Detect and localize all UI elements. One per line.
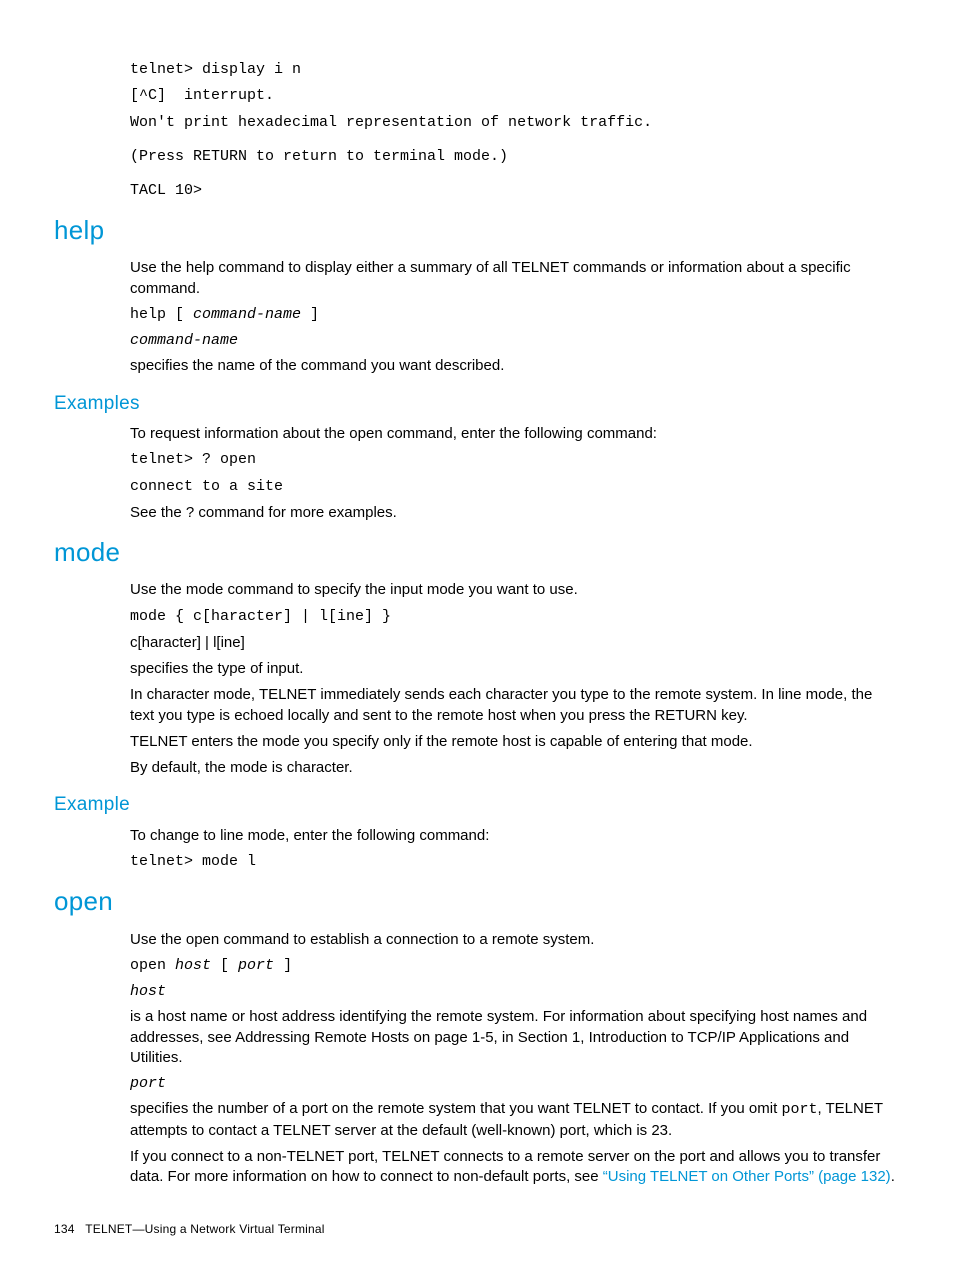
open-host-desc: is a host name or host address identifyi…: [130, 1007, 900, 1068]
code-line: (Press RETURN to return to terminal mode…: [130, 147, 900, 167]
syntax-param: host: [175, 957, 211, 974]
examples-intro: To request information about the open co…: [130, 424, 900, 444]
syntax-text: open: [130, 957, 175, 974]
syntax-text: help [: [130, 306, 193, 323]
page-footer: 134 TELNET—Using a Network Virtual Termi…: [54, 1221, 325, 1237]
page-number: 134: [54, 1222, 75, 1236]
help-param-desc: specifies the name of the command you wa…: [130, 356, 900, 376]
open-nontelnet-note: If you connect to a non-TELNET port, TEL…: [130, 1147, 900, 1188]
examples-seealso: See the ? command for more examples.: [130, 503, 900, 523]
open-port-desc: specifies the number of a port on the re…: [130, 1099, 900, 1141]
help-examples-heading: Examples: [54, 391, 900, 417]
open-syntax: open host [ port ]: [130, 956, 900, 976]
mode-syntax: mode { c[haracter] | l[ine] }: [130, 607, 900, 627]
open-heading: open: [54, 884, 900, 919]
mode-example-heading: Example: [54, 792, 900, 818]
open-host-label: host: [130, 982, 900, 1002]
help-heading: help: [54, 213, 900, 248]
port-desc-pre: specifies the number of a port on the re…: [130, 1100, 781, 1117]
code-line: telnet> display i n: [130, 60, 900, 80]
mode-example-section: To change to line mode, enter the follow…: [130, 826, 900, 873]
page: telnet> display i n [^C] interrupt. Won'…: [0, 0, 954, 1271]
code-line: telnet> ? open: [130, 450, 900, 470]
syntax-param: port: [238, 957, 274, 974]
code-line: telnet> mode l: [130, 852, 900, 872]
code-line: TACL 10>: [130, 181, 900, 201]
syntax-text: ]: [301, 306, 319, 323]
mode-param-name: c[haracter] | l[ine]: [130, 633, 900, 653]
intro-code-block: telnet> display i n [^C] interrupt. Won'…: [130, 60, 900, 201]
help-description: Use the help command to display either a…: [130, 258, 900, 299]
help-examples-section: To request information about the open co…: [130, 424, 900, 523]
open-section: Use the open command to establish a conn…: [130, 930, 900, 1188]
syntax-param: command-name: [193, 306, 301, 323]
mode-param-desc2: In character mode, TELNET immediately se…: [130, 685, 900, 726]
open-description: Use the open command to establish a conn…: [130, 930, 900, 950]
mode-section: Use the mode command to specify the inpu…: [130, 580, 900, 778]
mode-description: Use the mode command to specify the inpu…: [130, 580, 900, 600]
code-line: connect to a site: [130, 477, 900, 497]
mode-heading: mode: [54, 535, 900, 570]
mode-example-intro: To change to line mode, enter the follow…: [130, 826, 900, 846]
help-section: Use the help command to display either a…: [130, 258, 900, 376]
mode-note1: TELNET enters the mode you specify only …: [130, 732, 900, 752]
syntax-text: [: [211, 957, 238, 974]
open-port-label: port: [130, 1074, 900, 1094]
code-line: [^C] interrupt.: [130, 86, 900, 106]
syntax-text: ]: [274, 957, 292, 974]
chapter-title: TELNET—Using a Network Virtual Terminal: [85, 1222, 324, 1236]
port-desc-italic: port: [781, 1101, 817, 1118]
mode-note2: By default, the mode is character.: [130, 758, 900, 778]
note-post: .: [891, 1168, 895, 1185]
help-syntax: help [ command-name ]: [130, 305, 900, 325]
mode-param-desc1: specifies the type of input.: [130, 659, 900, 679]
cross-ref-link[interactable]: “Using TELNET on Other Ports” (page 132): [603, 1168, 891, 1185]
help-param-name: command-name: [130, 331, 900, 351]
code-line: Won't print hexadecimal representation o…: [130, 113, 900, 133]
